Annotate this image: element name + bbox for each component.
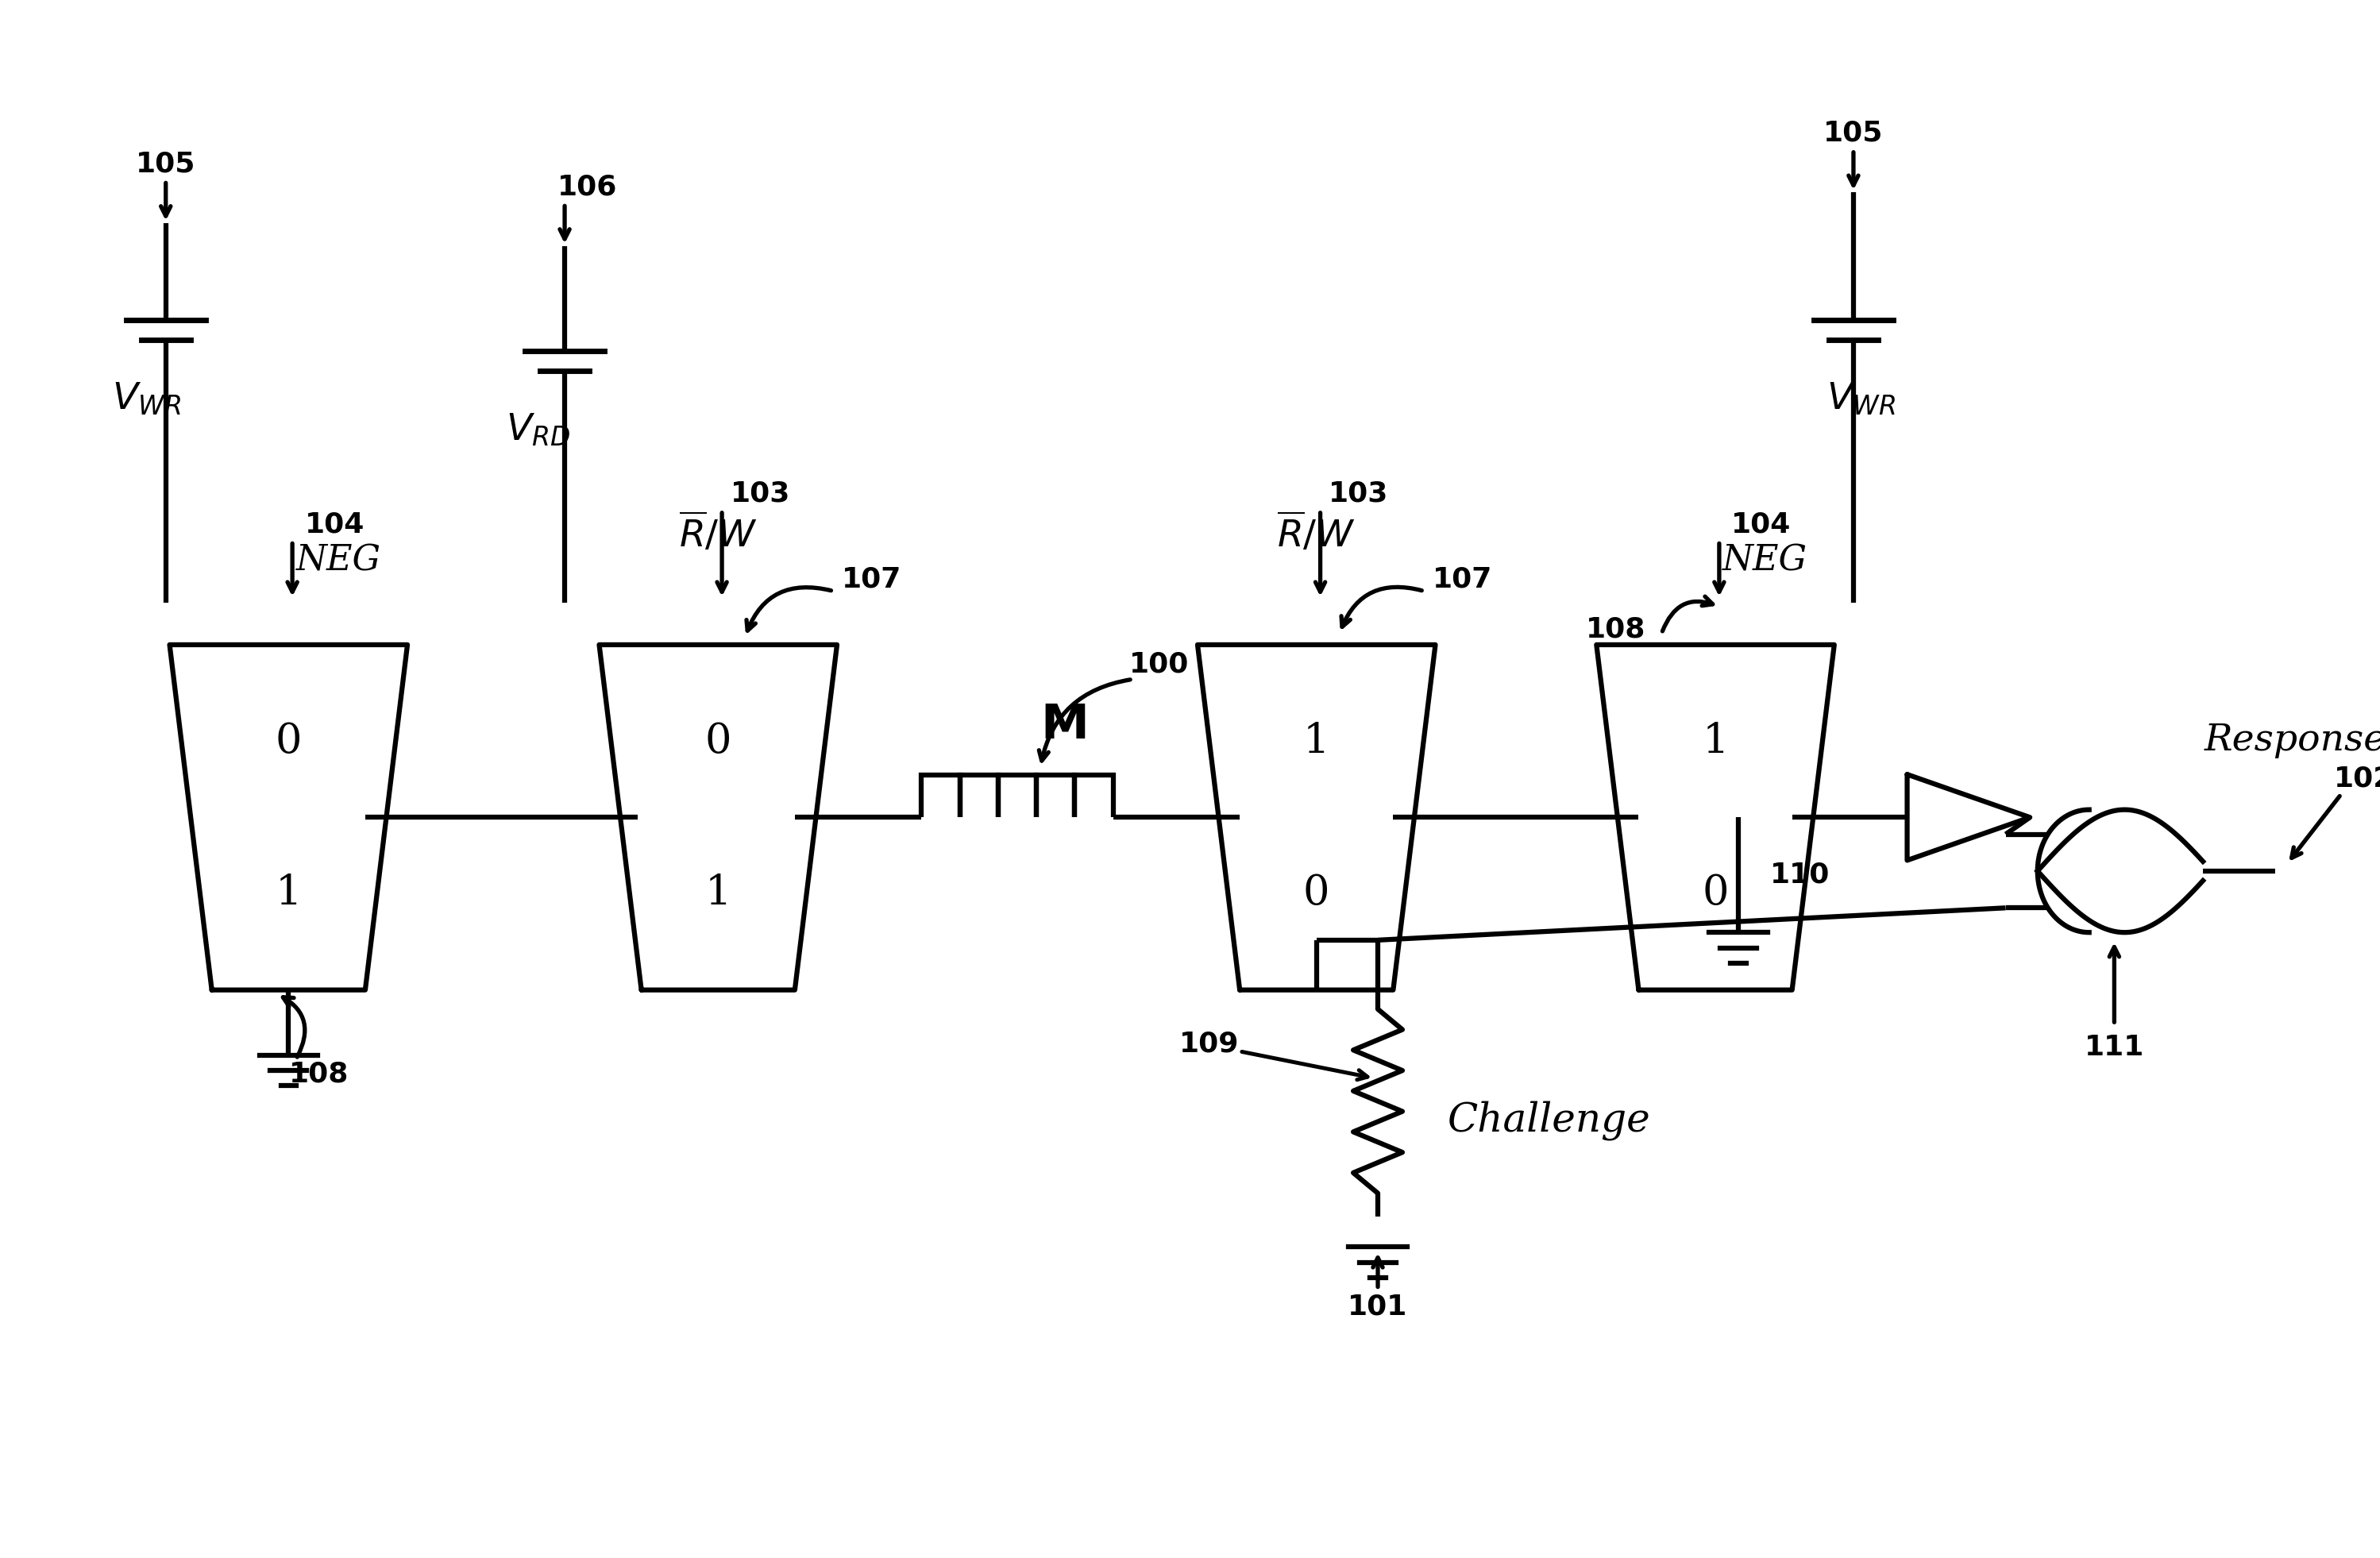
Text: $V_{WR}$: $V_{WR}$ <box>112 382 181 418</box>
Text: 104: 104 <box>305 511 364 538</box>
Text: 0: 0 <box>1702 872 1728 913</box>
Text: 107: 107 <box>1433 566 1492 594</box>
Text: 0: 0 <box>276 721 302 762</box>
Text: 103: 103 <box>731 480 790 508</box>
Text: 105: 105 <box>136 150 195 178</box>
Text: 108: 108 <box>1585 615 1645 643</box>
Text: 101: 101 <box>1347 1293 1407 1320</box>
Text: $V_{RD}$: $V_{RD}$ <box>505 411 571 449</box>
Text: 105: 105 <box>1823 120 1883 146</box>
Text: 111: 111 <box>2085 1035 2144 1061</box>
Text: NEG: NEG <box>1723 544 1809 578</box>
Text: $\overline{R}/W$: $\overline{R}/W$ <box>1278 513 1357 555</box>
Text: 110: 110 <box>1771 862 1830 888</box>
Text: 108: 108 <box>290 1061 350 1087</box>
Text: Challenge: Challenge <box>1447 1100 1649 1140</box>
Text: $\mathbf{M}$: $\mathbf{M}$ <box>1040 701 1085 749</box>
Text: 1: 1 <box>704 872 731 913</box>
Text: 1: 1 <box>1702 721 1728 762</box>
Text: Response: Response <box>2204 723 2380 759</box>
Text: $\overline{R}/W$: $\overline{R}/W$ <box>678 513 757 555</box>
Text: 1: 1 <box>276 872 302 913</box>
Text: 1: 1 <box>1304 721 1330 762</box>
Text: 102: 102 <box>2335 765 2380 793</box>
Text: 109: 109 <box>1178 1030 1240 1058</box>
Text: 100: 100 <box>1128 650 1190 678</box>
Text: 103: 103 <box>1328 480 1388 508</box>
Text: 107: 107 <box>843 566 902 594</box>
Text: $V_{WR}$: $V_{WR}$ <box>1825 382 1894 418</box>
Text: 104: 104 <box>1733 511 1792 538</box>
Text: 106: 106 <box>557 173 619 201</box>
Text: 0: 0 <box>1304 872 1330 913</box>
Text: NEG: NEG <box>295 544 381 578</box>
Text: 0: 0 <box>704 721 731 762</box>
